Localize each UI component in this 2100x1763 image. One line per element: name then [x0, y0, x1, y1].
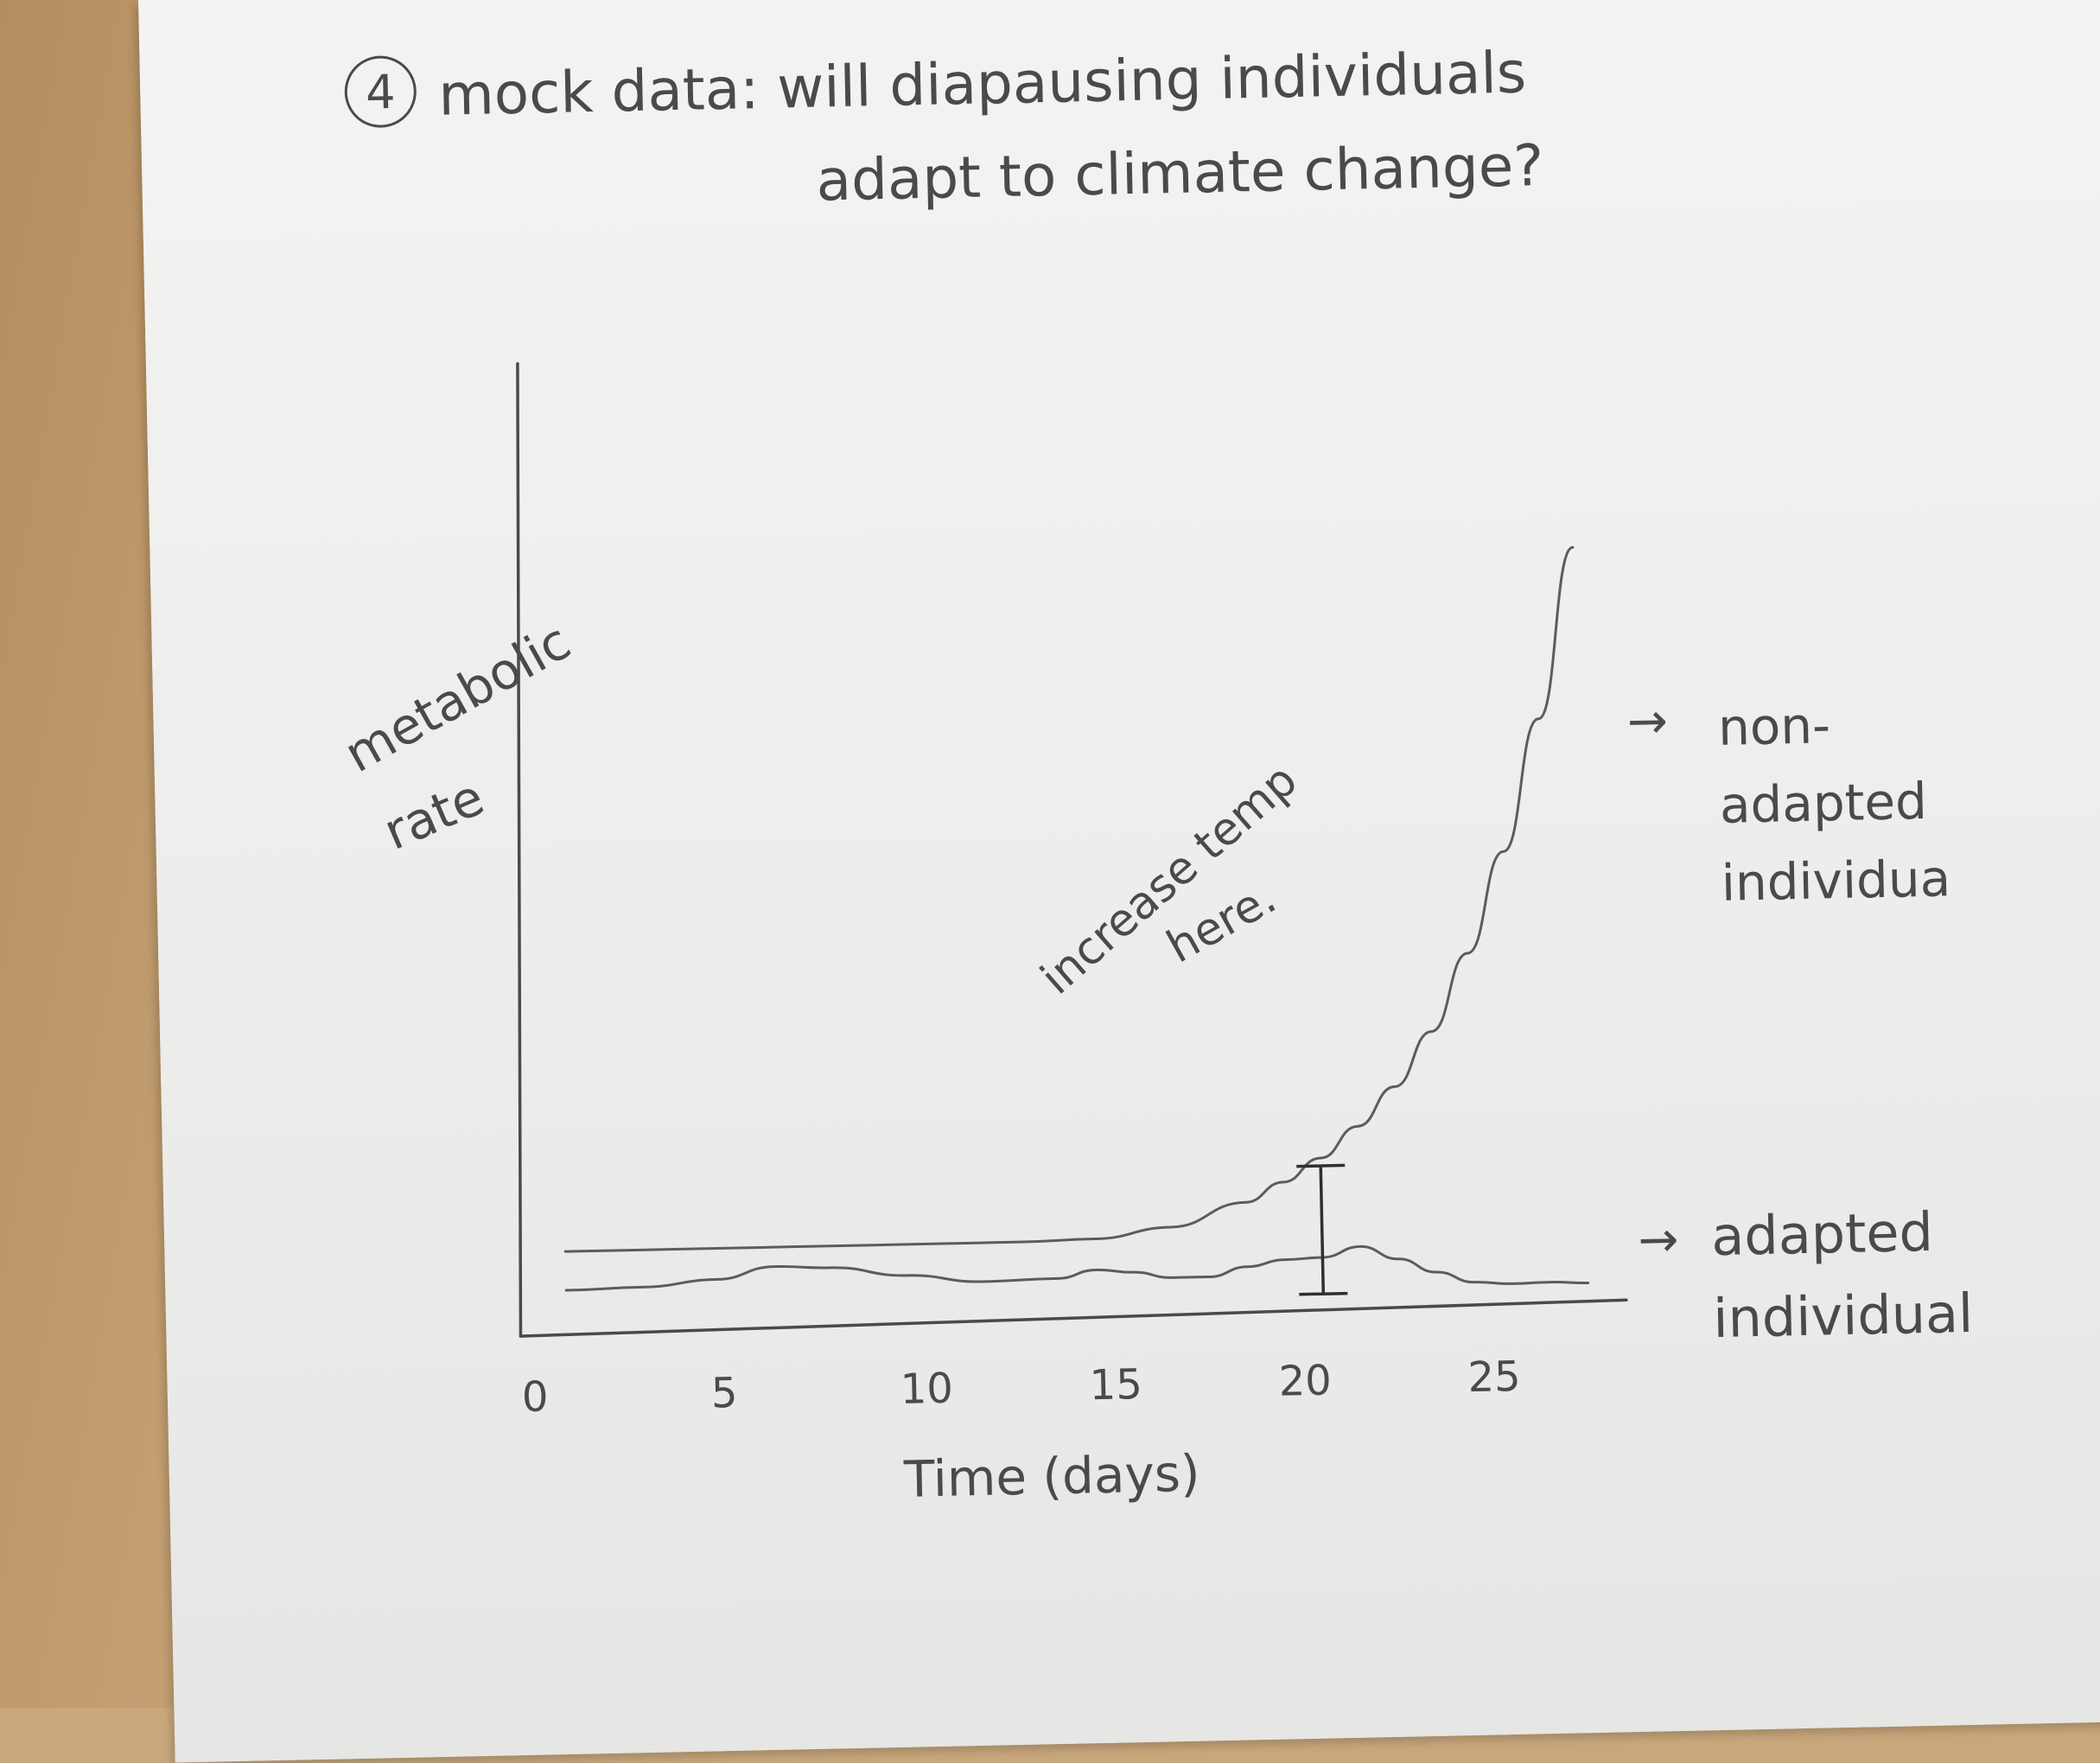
error-bar-cap-top	[1296, 1163, 1346, 1168]
legend-non-adapted-label-line-1: non-	[1717, 696, 1830, 757]
legend-non-adapted-label: non-adapted individua	[1717, 693, 1951, 913]
error-bar-stem	[1319, 1165, 1326, 1295]
x-tick-label: 5	[710, 1369, 738, 1418]
question-number-circle	[344, 55, 417, 128]
x-tick-label: 15	[1089, 1360, 1142, 1410]
question-number: 4	[365, 65, 396, 120]
chart-title-line1: mock data: will diapausing individuals	[438, 39, 1527, 128]
y-axis-label-line2: rate	[375, 767, 492, 862]
legend-non-adapted-label-line-2: adapted	[1719, 772, 1927, 835]
legend-arrow-adapted: →	[1638, 1212, 1679, 1269]
legend-adapted-label: adapted individual	[1711, 1200, 1974, 1350]
x-axis	[519, 1298, 1628, 1338]
error-bar-cap-bottom	[1299, 1291, 1348, 1296]
series-line-adapted	[564, 1244, 1590, 1292]
legend-adapted: → adapted individual	[1638, 1200, 1974, 1350]
legend-non-adapted-label-line-3: individua	[1721, 849, 1951, 913]
chart-svg: 4 mock data: will diapausing individuals…	[334, 39, 1974, 1509]
legend-adapted-label-line-1: adapted	[1711, 1200, 1934, 1268]
error-bar	[1296, 1163, 1348, 1296]
chart-title-line2: adapt to climate change?	[816, 132, 1544, 214]
annotation-line1: increase temp	[1031, 754, 1307, 1005]
legend-arrow-non-adapted: →	[1626, 693, 1668, 750]
x-tick-labels: 0 5 10 15 20 25	[521, 1352, 1521, 1422]
x-axis-label: Time (days)	[902, 1444, 1200, 1509]
x-tick-label: 20	[1278, 1356, 1332, 1405]
x-tick-label: 25	[1467, 1352, 1521, 1402]
y-axis	[516, 362, 523, 1338]
x-tick-label: 10	[900, 1365, 953, 1414]
series-lines	[563, 545, 1590, 1292]
series-line-non-adapted	[563, 545, 1575, 1253]
y-axis-label-line1: metabolic	[334, 612, 580, 784]
x-tick-label: 0	[521, 1372, 549, 1422]
legend-non-adapted: → non-adapted individua	[1626, 693, 1951, 913]
paper-sheet: 4 mock data: will diapausing individuals…	[138, 0, 2100, 1763]
legend-adapted-label-line-2: individual	[1713, 1282, 1974, 1350]
